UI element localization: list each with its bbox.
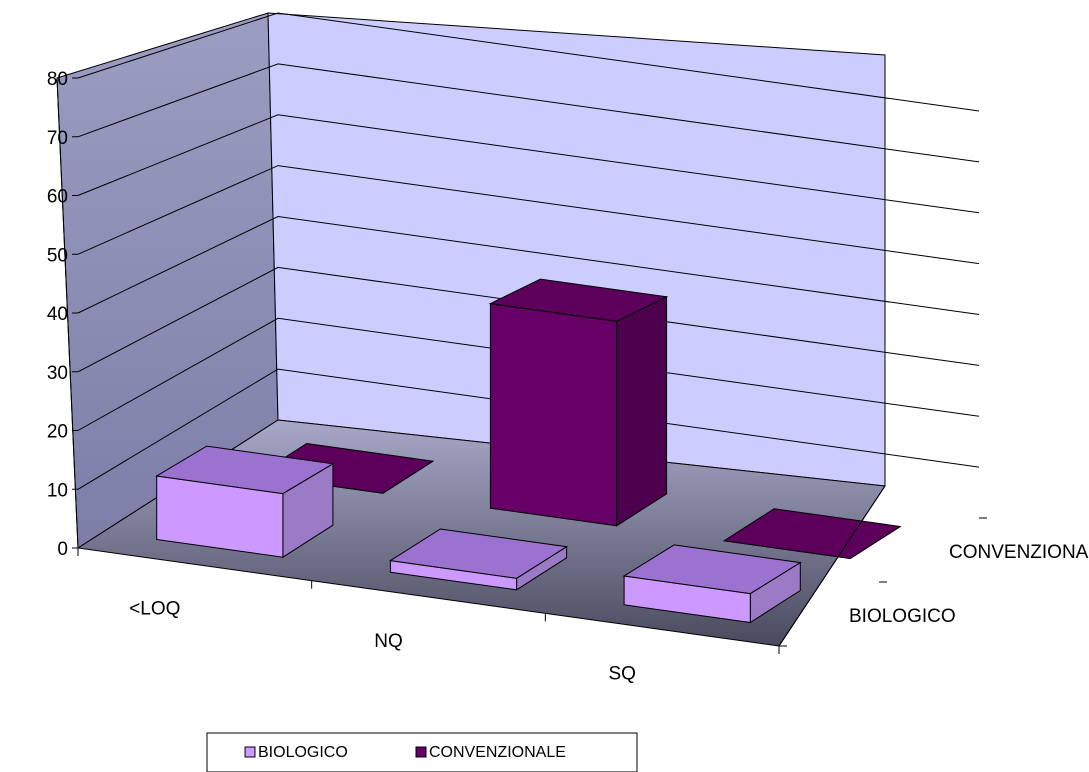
bar-biologico-sq bbox=[622, 544, 802, 624]
legend-label-convenzionale: CONVENZIONALE bbox=[429, 744, 566, 761]
gridline bbox=[77, 368, 980, 490]
x-tick-label-sq: SQ bbox=[608, 664, 635, 685]
gridline bbox=[77, 317, 980, 431]
bar-biologico-loq bbox=[155, 445, 335, 559]
bar-top bbox=[155, 445, 335, 495]
legend-swatch-convenzionale bbox=[415, 746, 427, 758]
y-tick-label-40: 40 bbox=[47, 304, 68, 325]
depth-axis-line bbox=[778, 485, 886, 647]
y-tick-label-50: 50 bbox=[47, 245, 68, 266]
gridline bbox=[77, 215, 980, 315]
bars bbox=[155, 278, 902, 624]
depth-label-biologico: BIOLOGICO bbox=[849, 606, 956, 627]
y-tick-label-80: 80 bbox=[47, 69, 68, 90]
legend-label-biologico: BIOLOGICO bbox=[258, 744, 348, 761]
bar-biologico-nq bbox=[388, 528, 569, 591]
y-tick-label-60: 60 bbox=[47, 187, 68, 208]
x-tick-label-nq: NQ bbox=[374, 631, 403, 652]
y-axis: 0 10 20 30 40 50 60 70 80 bbox=[47, 69, 79, 560]
y-axis-line bbox=[56, 77, 79, 549]
bar-convenzionale-nq bbox=[488, 278, 669, 527]
y-tick-label-70: 70 bbox=[47, 128, 68, 149]
bar-top bbox=[388, 528, 569, 579]
x-axis: <LOQ NQ SQ bbox=[77, 548, 780, 685]
gridline bbox=[77, 12, 980, 112]
bar-convenzionale-sq bbox=[722, 508, 902, 560]
series-axis: BIOLOGICO CONVENZIONALE bbox=[778, 485, 1089, 647]
legend-swatch-biologico bbox=[244, 746, 256, 758]
bar-side bbox=[616, 295, 668, 527]
gridline bbox=[77, 63, 980, 163]
bar-top bbox=[722, 508, 902, 560]
y-tick-label-0: 0 bbox=[57, 539, 68, 560]
bar-front bbox=[489, 303, 618, 527]
gridline bbox=[77, 266, 980, 373]
depth-label-convenzionale: CONVENZIONALE bbox=[949, 542, 1089, 563]
gridline bbox=[77, 165, 980, 265]
y-tick-label-10: 10 bbox=[47, 480, 68, 501]
bar-top bbox=[488, 278, 669, 322]
y-tick-label-30: 30 bbox=[47, 363, 68, 384]
legend: BIOLOGICO CONVENZIONALE bbox=[206, 732, 638, 772]
bar-top bbox=[622, 544, 802, 595]
gridline bbox=[77, 114, 980, 214]
y-tick-label-20: 20 bbox=[47, 422, 68, 443]
grid-lines bbox=[77, 12, 980, 490]
x-tick-label-loq: <LOQ bbox=[129, 598, 180, 619]
